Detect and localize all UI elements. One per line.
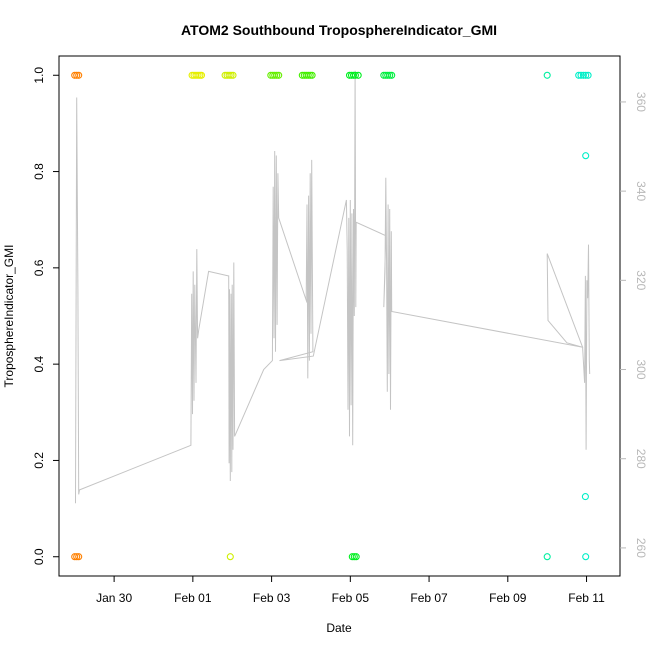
y2-tick-label: 280: [634, 449, 648, 469]
y2-tick-label: 320: [634, 270, 648, 290]
data-point: [73, 71, 81, 79]
data-point: [71, 71, 79, 79]
data-point: [579, 71, 587, 79]
data-point: [304, 71, 312, 79]
x-tick-label: Feb 01: [174, 591, 212, 605]
y-tick-label: 0.8: [32, 163, 46, 180]
data-point: [73, 553, 81, 561]
data-point: [354, 71, 362, 79]
y-tick-label: 0.4: [32, 355, 46, 372]
data-point: [194, 71, 202, 79]
data-point: [308, 71, 316, 79]
x-tick-label: Feb 07: [410, 591, 448, 605]
x-axis: Jan 30 Feb 01 Feb 03 Feb 05 Feb 07 Feb 09 Feb …: [96, 576, 605, 605]
y-tick-label: 0.2: [32, 452, 46, 469]
data-point: [197, 71, 206, 79]
data-point: [347, 71, 356, 79]
y-axis: 0.0 0.2 0.4 0.6 0.8 1.0: [32, 67, 59, 565]
x-tick-label: Feb 03: [253, 591, 291, 605]
data-point: [306, 71, 314, 79]
y-tick-label: 1.0: [32, 67, 46, 84]
x-axis-label: Date: [326, 621, 352, 635]
data-point: [582, 553, 590, 561]
data-point: [273, 71, 281, 79]
data-point: [543, 71, 551, 79]
data-point: [227, 71, 235, 79]
y-tick-label: 0.0: [32, 548, 46, 565]
x-tick-label: Jan 30: [96, 591, 132, 605]
data-point: [75, 71, 83, 79]
y-axis-label: TroposphereIndicator_GMI: [2, 245, 16, 388]
data-point: [226, 553, 234, 561]
plot-frame: [58, 55, 621, 577]
data-point: [352, 553, 360, 561]
data-point: [575, 71, 583, 79]
data-point: [388, 71, 396, 79]
data-point: [351, 71, 359, 79]
secondary-series-layer: [75, 70, 591, 504]
x-tick-label: Feb 09: [489, 591, 527, 605]
y2-tick-label: 340: [634, 181, 648, 201]
data-point: [229, 71, 237, 79]
data-point: [577, 71, 585, 79]
data-point: [349, 71, 358, 79]
data-point: [225, 71, 233, 79]
x-tick-label: Feb 05: [332, 591, 370, 605]
secondary-series-line: [75, 70, 591, 504]
points-layer: [71, 71, 592, 561]
data-point: [71, 553, 79, 561]
y2-tick-label: 360: [634, 92, 648, 112]
data-point: [582, 71, 590, 79]
data-point: [348, 553, 356, 561]
data-point: [275, 71, 283, 79]
y2-tick-label: 260: [634, 538, 648, 558]
data-point: [584, 71, 592, 79]
y-tick-label: 0.6: [32, 259, 46, 276]
chart-title: ATOM2 Southbound TroposphereIndicator_GM…: [181, 22, 497, 38]
data-point: [75, 553, 83, 561]
data-point: [543, 553, 551, 561]
data-point: [582, 152, 590, 160]
data-point: [271, 71, 279, 79]
data-point: [384, 71, 392, 79]
y2-axis: 260 280 300 320 340 360: [620, 92, 648, 558]
data-point: [386, 71, 394, 79]
x-tick-label: Feb 11: [568, 591, 605, 605]
data-point: [350, 553, 358, 561]
y2-tick-label: 300: [634, 360, 648, 380]
data-point: [581, 493, 589, 501]
